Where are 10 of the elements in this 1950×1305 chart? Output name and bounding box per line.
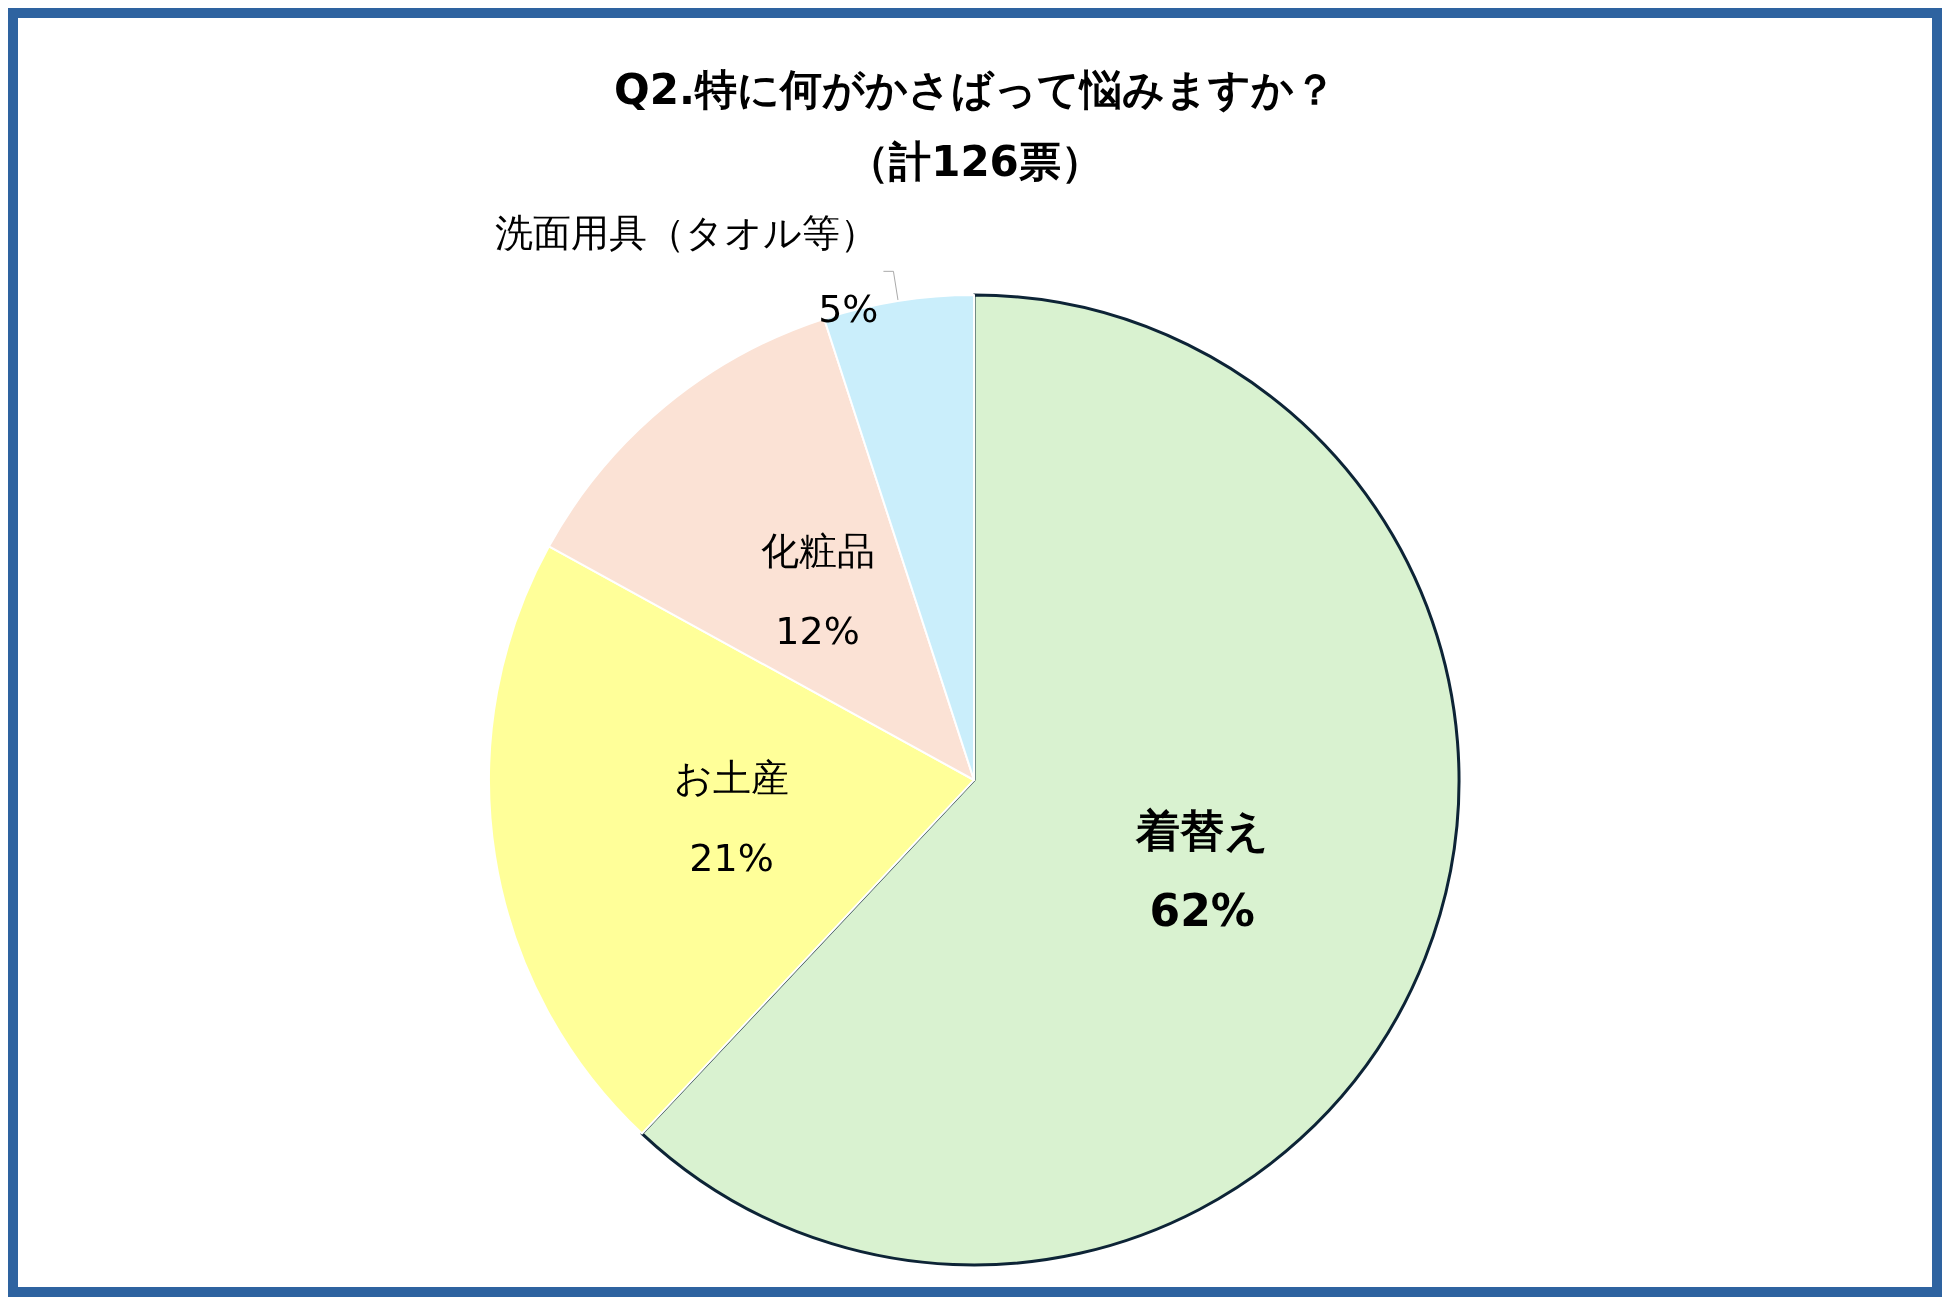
slice-label: お土産 <box>674 756 790 801</box>
slice-label: 化粧品 <box>760 528 875 573</box>
data-label: 5% <box>818 287 879 332</box>
slice-label: 洗面用具（タオル等） <box>495 211 879 256</box>
data-label: 62% <box>1149 884 1255 936</box>
data-label: 12% <box>775 608 860 653</box>
data-label: 21% <box>689 836 774 881</box>
slice-label: 着替え <box>1134 804 1269 856</box>
chart-title: Q2.特に何がかさばって悩みますか？ <box>614 64 1336 114</box>
chart-subtitle: （計126票） <box>847 136 1103 186</box>
